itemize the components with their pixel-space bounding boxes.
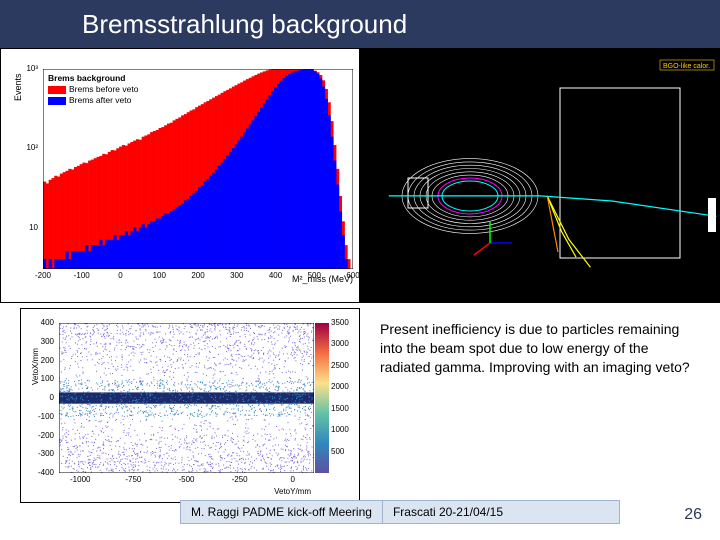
histogram-xlabel: M²_miss (MeV) bbox=[292, 274, 353, 284]
xtick: 300 bbox=[230, 271, 243, 280]
colorbar: 500100015002000250030003500 bbox=[315, 323, 353, 473]
footer-venue: Frascati 20-21/04/15 bbox=[383, 505, 513, 519]
xtick: 400 bbox=[269, 271, 282, 280]
legend-title: Brems background bbox=[48, 73, 152, 84]
colorbar-tick: 2000 bbox=[331, 382, 349, 391]
scatter-xtick: -1000 bbox=[70, 475, 90, 484]
scatter-ytick: 300 bbox=[21, 337, 57, 346]
legend-item: Brems after veto bbox=[48, 95, 152, 106]
xtick: 200 bbox=[191, 271, 204, 280]
histogram-chart: Events Brems background Brems before vet… bbox=[0, 48, 360, 303]
colorbar-gradient bbox=[315, 323, 329, 473]
scatter-ytick: 400 bbox=[21, 318, 57, 327]
ytick: 10² bbox=[1, 143, 41, 152]
xtick: 0 bbox=[118, 271, 122, 280]
detector-svg: BGO-like calor. bbox=[360, 48, 720, 303]
event-display: BGO-like calor. bbox=[360, 48, 720, 303]
scatter-ytick: 0 bbox=[21, 393, 57, 402]
scatter-xtick: -250 bbox=[232, 475, 248, 484]
scatter-xlabel: VetoY/mm bbox=[274, 487, 311, 496]
colorbar-tick: 1500 bbox=[331, 404, 349, 413]
xtick: -100 bbox=[74, 271, 90, 280]
legend-item: Brems before veto bbox=[48, 84, 152, 95]
svg-text:BGO-like calor.: BGO-like calor. bbox=[663, 63, 710, 70]
colorbar-tick: 1000 bbox=[331, 425, 349, 434]
colorbar-tick: 3000 bbox=[331, 339, 349, 348]
histogram-legend: Brems background Brems before veto Brems… bbox=[45, 71, 155, 115]
ytick: 10³ bbox=[1, 64, 41, 73]
ytick: 10 bbox=[1, 223, 41, 232]
histogram-ylabel: Events bbox=[13, 73, 23, 101]
scatter-plot bbox=[59, 323, 314, 473]
scatter-ytick: 100 bbox=[21, 374, 57, 383]
scatter-ytick: 200 bbox=[21, 356, 57, 365]
colorbar-tick: 2500 bbox=[331, 361, 349, 370]
legend-swatch-icon bbox=[48, 97, 66, 105]
page-title: Bremsstrahlung background bbox=[82, 9, 407, 40]
colorbar-tick: 500 bbox=[331, 447, 344, 456]
xtick: 500 bbox=[308, 271, 321, 280]
scatter-ytick: -400 bbox=[21, 468, 57, 477]
slide: Bremsstrahlung background Events Brems b… bbox=[0, 0, 720, 540]
page-number: 26 bbox=[684, 506, 702, 524]
scatter-xtick: -500 bbox=[178, 475, 194, 484]
scatter-ytick: -200 bbox=[21, 431, 57, 440]
scatter-xtick: 0 bbox=[291, 475, 295, 484]
xtick: 100 bbox=[153, 271, 166, 280]
xtick: -200 bbox=[35, 271, 51, 280]
legend-swatch-icon bbox=[48, 86, 66, 94]
scatter-chart: VetoX/mm VetoY/mm 5001000150020002500300… bbox=[20, 308, 360, 503]
scatter-ytick: -100 bbox=[21, 412, 57, 421]
footer-author: M. Raggi PADME kick-off Meering bbox=[181, 505, 382, 519]
footer: M. Raggi PADME kick-off Meering Frascati… bbox=[180, 500, 620, 524]
colorbar-tick: 3500 bbox=[331, 318, 349, 327]
scatter-ytick: -300 bbox=[21, 449, 57, 458]
scatter-xtick: -750 bbox=[125, 475, 141, 484]
xtick: 600 bbox=[346, 271, 359, 280]
title-bar: Bremsstrahlung background bbox=[0, 0, 720, 48]
body-text: Present inefficiency is due to particles… bbox=[380, 320, 700, 377]
